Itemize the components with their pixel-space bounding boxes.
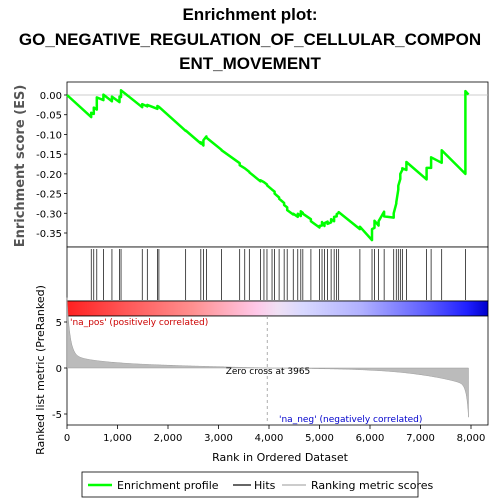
x-tick-label: 6,000 [356,433,385,444]
metric-y-ticks: 5 0 -5 [52,318,67,421]
chart-title-line-2: GO_NEGATIVE_REGULATION_OF_CELLULAR_COMPO… [19,30,481,49]
x-tick-label: 0 [64,433,70,444]
x-tick-label: 3,000 [204,433,233,444]
hits-panel-frame [67,247,488,301]
legend-label-enrichment-profile: Enrichment profile [117,479,219,492]
chart-title-line-3: ENT_MOVEMENT [179,54,321,73]
es-tick-label: -0.05 [36,111,62,122]
x-axis-label: Rank in Ordered Dataset [212,451,349,464]
zero-cross-label: Zero cross at 3965 [226,367,311,377]
es-tick-label: -0.30 [36,209,62,220]
es-panel-frame [67,82,488,247]
es-tick-label: -0.20 [36,170,62,181]
rank-color-bar [67,301,488,316]
es-tick-label: -0.25 [36,190,62,201]
neg-correlated-label: 'na_neg' (negatively correlated) [279,415,422,425]
x-tick-label: 4,000 [255,433,284,444]
x-tick-label: 2,000 [154,433,183,444]
metric-tick-label: -5 [52,410,62,421]
metric-axis-label: Ranked list metric (PreRanked) [34,285,47,455]
x-tick-label: 8,000 [457,433,486,444]
es-y-ticks: 0.00 -0.05 -0.10 -0.15 -0.20 -0.25 -0.30 -0.35 [36,91,67,240]
es-tick-label: 0.00 [40,91,62,102]
x-tick-label: 7,000 [406,433,435,444]
metric-tick-label: 5 [56,318,62,329]
es-tick-label: -0.10 [36,130,62,141]
pos-correlated-label: 'na_pos' (positively correlated) [70,318,208,328]
es-axis-label: Enrichment score (ES) [13,85,28,248]
legend-label-ranking-metric: Ranking metric scores [311,479,433,492]
es-tick-label: -0.15 [36,150,62,161]
legend-label-hits: Hits [254,479,276,492]
es-tick-label: -0.35 [36,229,62,240]
metric-tick-label: 0 [56,364,62,375]
x-axis-ticks: 0 1,000 2,000 3,000 4,000 5,000 6,000 7,000 8,00… [64,425,486,444]
x-tick-label: 5,000 [305,433,334,444]
x-tick-label: 1,000 [103,433,132,444]
chart-title-line-1: Enrichment plot: [182,5,317,24]
